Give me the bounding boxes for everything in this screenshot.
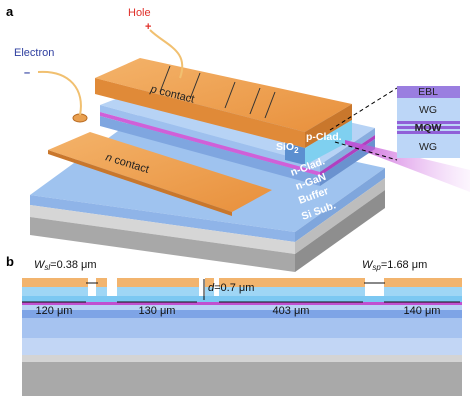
inset-label: EBL (418, 86, 438, 98)
n-contact-pad (48, 113, 272, 216)
electron-label: Electron (14, 47, 54, 59)
dimension-lines (22, 279, 460, 303)
text: =1.68 μm (381, 259, 427, 271)
text: W (362, 259, 374, 271)
shape (100, 105, 320, 172)
shape (72, 113, 88, 123)
shape (365, 278, 384, 296)
panel-label: a (6, 4, 14, 19)
shape (397, 131, 460, 134)
w-sl-label: Wsl=0.38 μm (34, 259, 97, 272)
shape (397, 126, 460, 129)
wire (37, 70, 82, 116)
text: SiO (276, 141, 294, 153)
laser-beam (345, 140, 470, 192)
text: sp (372, 263, 381, 272)
shape (30, 205, 295, 254)
inset-leader (329, 87, 398, 131)
shape (48, 150, 232, 216)
shape (199, 278, 205, 296)
text: W (34, 259, 46, 271)
inset-label: MQW (415, 122, 442, 134)
electron-sign: – (24, 67, 30, 79)
panel-label: b (6, 254, 14, 269)
w-sp-label: Wsp=1.68 μm (362, 259, 427, 272)
shape (22, 287, 462, 296)
text: 2 (294, 146, 299, 155)
shape (249, 87, 261, 115)
shape (107, 278, 117, 296)
shape (295, 190, 385, 272)
shape (22, 338, 462, 355)
shape (22, 278, 462, 287)
cross-section (22, 278, 462, 396)
shape (397, 86, 460, 98)
text: p (148, 83, 158, 96)
shape (397, 121, 460, 124)
shape (295, 168, 385, 242)
hole-sign: + (145, 21, 151, 33)
length-label: 140 μm (404, 305, 441, 317)
ridge (95, 58, 352, 165)
inset-label: WG (419, 141, 437, 153)
shape (95, 78, 305, 148)
shape (30, 195, 295, 242)
text: sl (44, 263, 50, 272)
shape (264, 91, 276, 119)
shape (224, 81, 236, 109)
shape (95, 58, 352, 132)
length-label: 120 μm (36, 305, 73, 317)
shape (100, 116, 320, 186)
shape (22, 305, 462, 310)
inset-leader (334, 141, 398, 161)
text: =0.38 μm (50, 259, 96, 271)
shape (189, 72, 201, 100)
layer-label: p-Clad. (306, 131, 342, 143)
length-label: 403 μm (273, 305, 310, 317)
shape (48, 132, 272, 212)
shape (22, 318, 462, 338)
shape (30, 217, 295, 272)
shape (285, 143, 305, 165)
shape (22, 310, 462, 318)
d-label: d=0.7 μm (208, 282, 254, 294)
shape (320, 139, 375, 186)
text: n (104, 151, 113, 164)
shape (320, 128, 375, 172)
wire (149, 29, 184, 79)
shape (22, 296, 462, 302)
text: d (208, 282, 215, 294)
shape (214, 278, 219, 296)
shape (305, 104, 352, 148)
shape (22, 302, 462, 305)
shape (305, 120, 352, 165)
shape (22, 362, 462, 396)
length-label: 130 μm (139, 305, 176, 317)
hole-label: Hole (128, 7, 151, 19)
shape (159, 65, 171, 93)
layer-inset (397, 86, 460, 158)
shape (295, 178, 385, 254)
layer-label: SiO2 (276, 141, 299, 155)
shape (397, 134, 460, 158)
text: =0.7 μm (214, 282, 254, 294)
shape (22, 355, 462, 362)
shape (100, 112, 320, 176)
shape (88, 278, 96, 296)
shape (397, 98, 460, 120)
inset-label: WG (419, 104, 437, 116)
